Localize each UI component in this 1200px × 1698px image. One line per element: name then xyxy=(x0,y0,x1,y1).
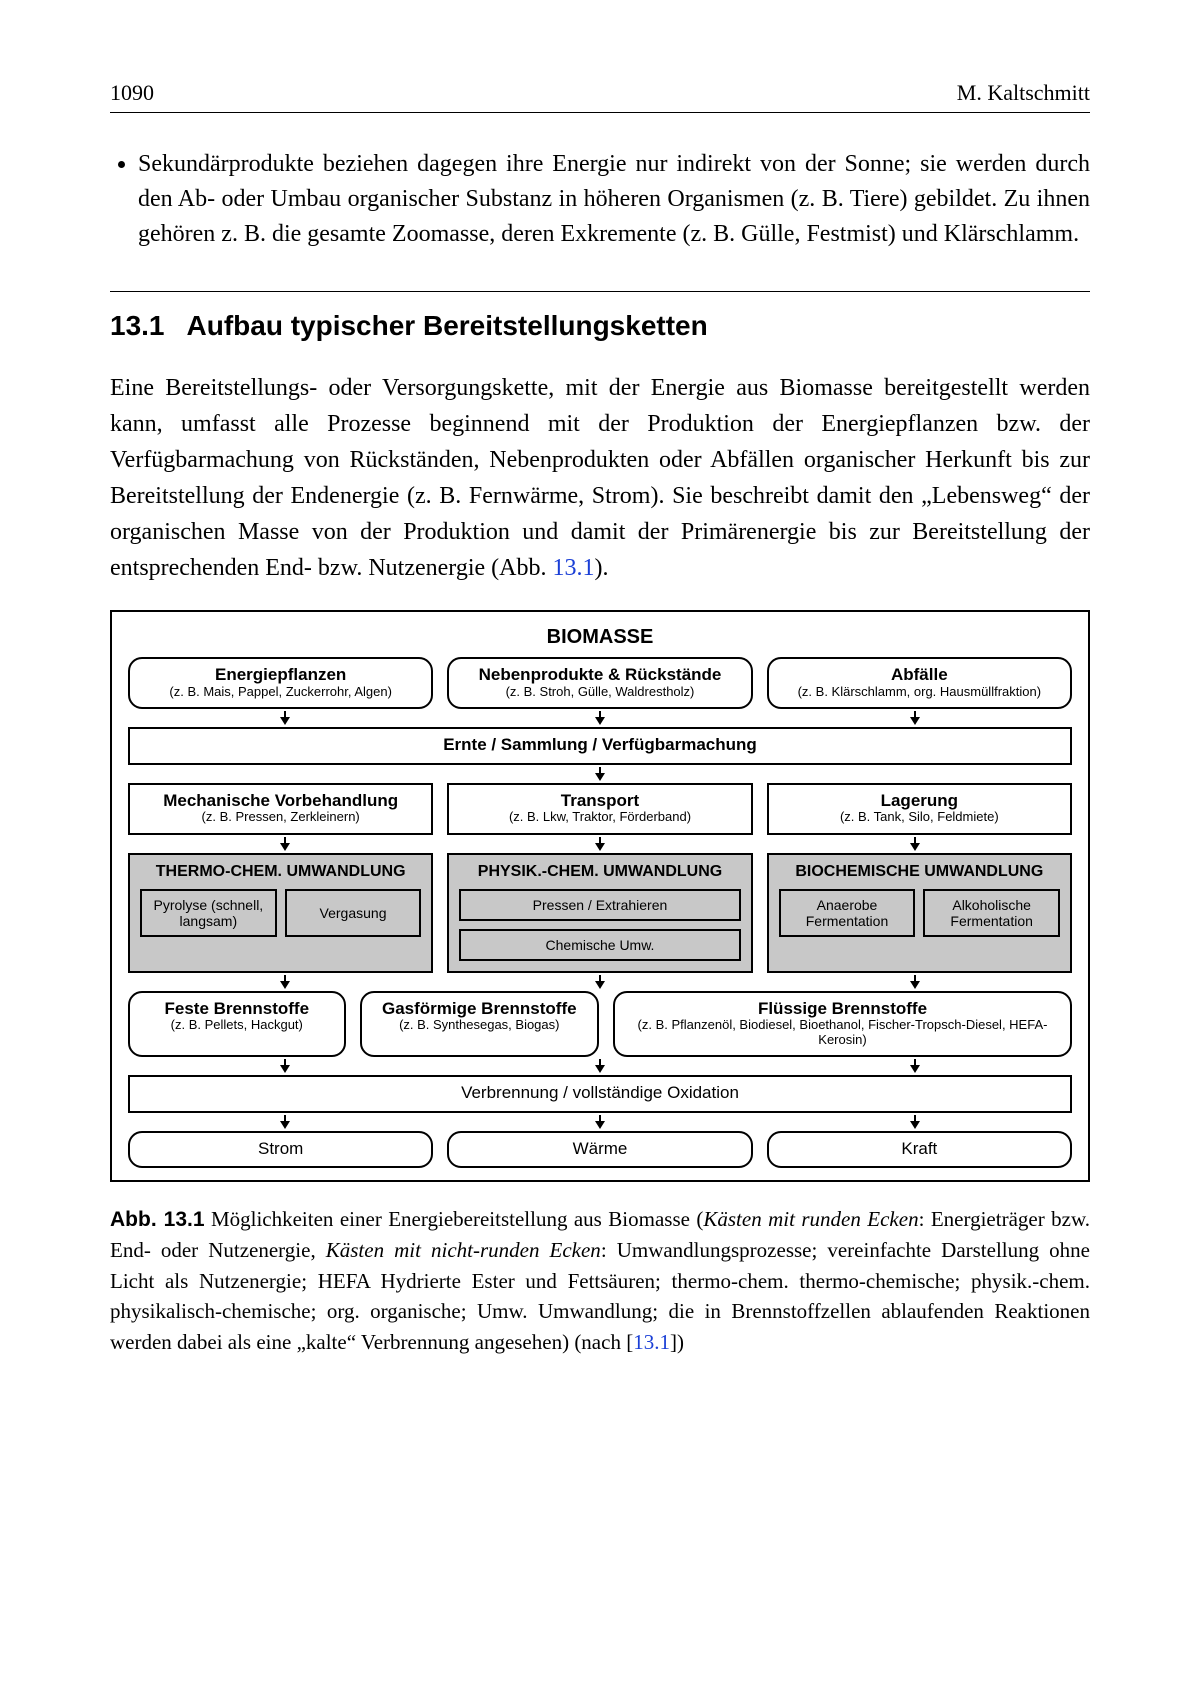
running-head: 1090 M. Kaltschmitt xyxy=(110,80,1090,113)
output-label: Wärme xyxy=(457,1139,742,1159)
figure-title: BIOMASSE xyxy=(128,626,1072,649)
row-fuels: Feste Brennstoffe (z. B. Pellets, Hackgu… xyxy=(128,991,1072,1057)
arrows xyxy=(128,975,1072,989)
row-harvest: Ernte / Sammlung / Verfügbarmachung xyxy=(128,727,1072,765)
row-sources: Energiepflanzen (z. B. Mais, Pappel, Zuc… xyxy=(128,657,1072,709)
output-label: Kraft xyxy=(777,1139,1062,1159)
logistics-box: Mechanische Vorbehandlung (z. B. Pressen… xyxy=(128,783,433,835)
logistics-sub: (z. B. Lkw, Traktor, Förderband) xyxy=(457,810,742,824)
figure-13-1: BIOMASSE Energiepflanzen (z. B. Mais, Pa… xyxy=(110,610,1090,1182)
arrows xyxy=(128,767,1072,781)
fuel-sub: (z. B. Pflanzenöl, Biodiesel, Bioethanol… xyxy=(623,1018,1062,1047)
conversion-cell: Vergasung xyxy=(285,889,422,937)
section-heading: 13.1 Aufbau typischer Bereitstellungskett… xyxy=(110,310,1090,342)
figure-ref-link[interactable]: 13.1 xyxy=(553,555,595,581)
arrows xyxy=(128,711,1072,725)
caption-ital: Kästen mit runden Ecken xyxy=(703,1207,918,1231)
logistics-sub: (z. B. Pressen, Zerkleinern) xyxy=(138,810,423,824)
output-label: Strom xyxy=(138,1139,423,1159)
source-sub: (z. B. Klärschlamm, org. Hausmüllfraktio… xyxy=(777,685,1062,699)
row-outputs: Strom Wärme Kraft xyxy=(128,1131,1072,1169)
combustion-box: Verbrennung / vollständige Oxidation xyxy=(128,1075,1072,1113)
output-box: Wärme xyxy=(447,1131,752,1169)
conversion-group-thermo: THERMO-CHEM. UMWANDLUNG Pyrolyse (schnel… xyxy=(128,853,433,973)
conversion-header: BIOCHEMISCHE UMWANDLUNG xyxy=(779,863,1060,881)
section-number: 13.1 xyxy=(110,310,165,341)
fuel-sub: (z. B. Pellets, Hackgut) xyxy=(138,1018,336,1032)
para-post: ). xyxy=(595,555,609,581)
conversion-cell: Anaerobe Fermentation xyxy=(779,889,916,937)
row-logistics: Mechanische Vorbehandlung (z. B. Pressen… xyxy=(128,783,1072,835)
section-rule xyxy=(110,291,1090,292)
harvest-label: Ernte / Sammlung / Verfügbarmachung xyxy=(138,735,1062,755)
row-conversions: THERMO-CHEM. UMWANDLUNG Pyrolyse (schnel… xyxy=(128,853,1072,973)
source-sub: (z. B. Mais, Pappel, Zuckerrohr, Algen) xyxy=(138,685,423,699)
conversion-group-physik: PHYSIK.-CHEM. UMWANDLUNG Pressen / Extra… xyxy=(447,853,752,973)
arrows xyxy=(128,1059,1072,1073)
bullet-item: Sekundärprodukte beziehen dagegen ihre E… xyxy=(138,147,1090,251)
logistics-title: Transport xyxy=(457,791,742,811)
source-title: Energiepflanzen xyxy=(138,665,423,685)
source-title: Nebenprodukte & Rückstände xyxy=(457,665,742,685)
conversion-cell: Pyrolyse (schnell, langsam) xyxy=(140,889,277,937)
arrows xyxy=(128,1115,1072,1129)
conversion-cell: Alkoholische Fermentation xyxy=(923,889,1060,937)
source-box: Abfälle (z. B. Klärschlamm, org. Hausmül… xyxy=(767,657,1072,709)
body-paragraph: Eine Bereitstellungs- oder Versorgungske… xyxy=(110,370,1090,586)
logistics-sub: (z. B. Tank, Silo, Feldmiete) xyxy=(777,810,1062,824)
caption-ital: Kästen mit nicht-runden Ecken xyxy=(326,1238,601,1262)
caption-text: ]) xyxy=(670,1330,684,1354)
fuel-box: Feste Brennstoffe (z. B. Pellets, Hackgu… xyxy=(128,991,346,1057)
page-number: 1090 xyxy=(110,80,154,106)
fuel-box: Flüssige Brennstoffe (z. B. Pflanzenöl, … xyxy=(613,991,1072,1057)
caption-lead: Abb. 13.1 xyxy=(110,1208,205,1231)
fuel-box: Gasförmige Brennstoffe (z. B. Synthesega… xyxy=(360,991,599,1057)
logistics-title: Lagerung xyxy=(777,791,1062,811)
page-author: M. Kaltschmitt xyxy=(957,80,1090,106)
citation-ref-link[interactable]: 13.1 xyxy=(633,1330,670,1354)
logistics-box: Transport (z. B. Lkw, Traktor, Förderban… xyxy=(447,783,752,835)
source-sub: (z. B. Stroh, Gülle, Waldrestholz) xyxy=(457,685,742,699)
source-box: Energiepflanzen (z. B. Mais, Pappel, Zuc… xyxy=(128,657,433,709)
conversion-group-bio: BIOCHEMISCHE UMWANDLUNG Anaerobe Ferment… xyxy=(767,853,1072,973)
output-box: Strom xyxy=(128,1131,433,1169)
conversion-header: PHYSIK.-CHEM. UMWANDLUNG xyxy=(459,863,740,881)
output-box: Kraft xyxy=(767,1131,1072,1169)
section-title: Aufbau typischer Bereitstellungsketten xyxy=(187,310,708,341)
harvest-box: Ernte / Sammlung / Verfügbarmachung xyxy=(128,727,1072,765)
conversion-header: THERMO-CHEM. UMWANDLUNG xyxy=(140,863,421,881)
source-title: Abfälle xyxy=(777,665,1062,685)
logistics-box: Lagerung (z. B. Tank, Silo, Feldmiete) xyxy=(767,783,1072,835)
fuel-title: Feste Brennstoffe xyxy=(138,999,336,1019)
para-pre: Eine Bereitstellungs- oder Versorgungske… xyxy=(110,375,1090,581)
source-box: Nebenprodukte & Rückstände (z. B. Stroh,… xyxy=(447,657,752,709)
arrows xyxy=(128,837,1072,851)
fuel-title: Gasförmige Brennstoffe xyxy=(370,999,589,1019)
logistics-title: Mechanische Vorbehandlung xyxy=(138,791,423,811)
caption-text: Möglichkeiten einer Energiebereitstellun… xyxy=(205,1207,704,1231)
fuel-sub: (z. B. Synthesegas, Biogas) xyxy=(370,1018,589,1032)
fuel-title: Flüssige Brennstoffe xyxy=(623,999,1062,1019)
bullet-list: Sekundärprodukte beziehen dagegen ihre E… xyxy=(110,147,1090,251)
conversion-cell: Chemische Umw. xyxy=(459,929,740,961)
conversion-cell: Pressen / Extrahieren xyxy=(459,889,740,921)
combustion-label: Verbrennung / vollständige Oxidation xyxy=(138,1083,1062,1103)
figure-caption: Abb. 13.1 Möglichkeiten einer Energieber… xyxy=(110,1204,1090,1357)
row-combustion: Verbrennung / vollständige Oxidation xyxy=(128,1075,1072,1113)
